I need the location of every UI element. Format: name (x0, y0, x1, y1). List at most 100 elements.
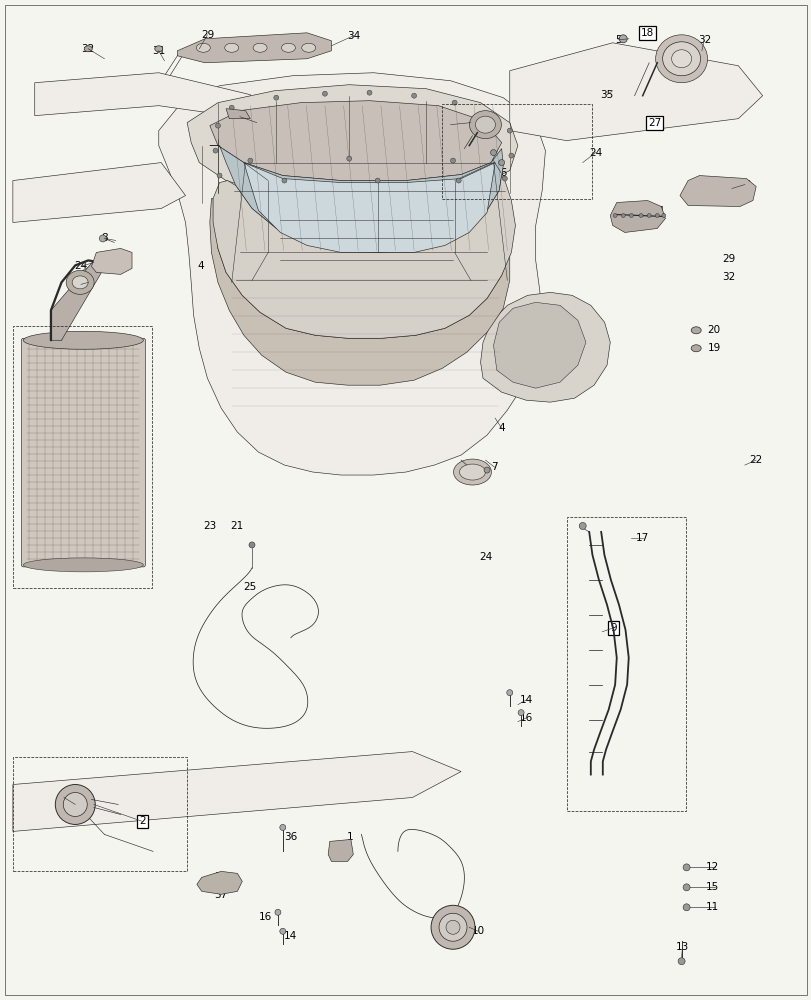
Ellipse shape (196, 43, 210, 52)
Text: 22: 22 (749, 455, 762, 465)
Bar (442, 104, 592, 199)
Text: 11: 11 (705, 902, 719, 912)
Circle shape (483, 467, 490, 473)
Circle shape (247, 158, 252, 163)
Ellipse shape (24, 331, 144, 349)
Text: 36: 36 (284, 832, 297, 842)
Text: 3: 3 (61, 792, 67, 802)
Text: 15: 15 (705, 882, 719, 892)
Circle shape (661, 213, 665, 217)
Circle shape (508, 153, 513, 158)
Text: 17: 17 (635, 533, 649, 543)
Text: 24: 24 (481, 153, 494, 163)
Polygon shape (212, 176, 515, 338)
Circle shape (249, 542, 255, 548)
Text: 30: 30 (624, 206, 637, 216)
Polygon shape (177, 33, 331, 63)
Text: 25: 25 (242, 582, 255, 592)
Text: 31: 31 (152, 46, 165, 56)
Ellipse shape (453, 459, 491, 485)
Ellipse shape (690, 327, 701, 334)
Text: 24: 24 (478, 552, 491, 562)
Text: 35: 35 (599, 90, 613, 100)
Text: 29: 29 (200, 30, 214, 40)
Text: 34: 34 (346, 31, 359, 41)
Ellipse shape (469, 111, 501, 139)
Circle shape (367, 90, 371, 95)
Text: 8: 8 (101, 233, 108, 243)
Circle shape (346, 156, 351, 161)
Text: 10: 10 (471, 926, 484, 936)
Polygon shape (187, 85, 517, 199)
Text: 26: 26 (494, 168, 507, 178)
Text: 16: 16 (520, 713, 533, 723)
Circle shape (281, 178, 286, 183)
Circle shape (502, 176, 507, 181)
Circle shape (506, 690, 512, 696)
Polygon shape (13, 752, 461, 831)
Circle shape (275, 909, 281, 915)
Polygon shape (92, 248, 132, 274)
Circle shape (431, 905, 474, 949)
Bar (13, 326, 152, 588)
Polygon shape (51, 260, 105, 340)
Text: 20: 20 (706, 325, 719, 335)
Text: 1: 1 (346, 832, 353, 842)
Ellipse shape (690, 345, 701, 352)
Circle shape (507, 128, 512, 133)
Text: 24: 24 (588, 148, 602, 158)
Circle shape (490, 150, 496, 156)
Text: 32: 32 (82, 44, 95, 54)
Text: 32: 32 (697, 35, 710, 45)
FancyBboxPatch shape (21, 338, 145, 567)
Ellipse shape (654, 35, 706, 83)
Text: 30: 30 (250, 118, 263, 128)
Circle shape (498, 160, 504, 166)
Circle shape (212, 148, 217, 153)
Polygon shape (13, 163, 185, 222)
Polygon shape (679, 176, 755, 207)
Circle shape (322, 91, 327, 96)
Text: 4: 4 (498, 423, 504, 433)
Circle shape (280, 824, 285, 830)
Text: 21: 21 (230, 521, 243, 531)
Circle shape (229, 105, 234, 110)
Circle shape (375, 178, 380, 183)
Circle shape (682, 884, 689, 891)
Circle shape (619, 35, 626, 43)
Circle shape (456, 178, 461, 183)
Text: 14: 14 (284, 931, 297, 941)
Circle shape (215, 123, 220, 128)
Circle shape (445, 920, 460, 934)
Circle shape (620, 213, 624, 217)
Ellipse shape (671, 50, 691, 68)
Ellipse shape (66, 270, 94, 294)
Polygon shape (610, 201, 664, 232)
Circle shape (517, 710, 523, 716)
Polygon shape (209, 146, 503, 252)
Text: 23: 23 (203, 521, 217, 531)
Ellipse shape (24, 558, 144, 572)
Ellipse shape (84, 46, 92, 52)
Text: 33: 33 (274, 138, 287, 148)
Text: 7: 7 (491, 462, 497, 472)
Text: 12: 12 (705, 862, 719, 872)
Polygon shape (225, 109, 250, 119)
Text: 19: 19 (706, 343, 720, 353)
Circle shape (682, 864, 689, 871)
Text: 4: 4 (197, 261, 204, 271)
Text: 14: 14 (520, 695, 533, 705)
Circle shape (273, 95, 278, 100)
Polygon shape (493, 302, 586, 388)
Polygon shape (328, 839, 353, 861)
Polygon shape (243, 163, 495, 252)
Circle shape (612, 213, 616, 217)
Ellipse shape (662, 42, 700, 76)
Polygon shape (159, 73, 545, 475)
Ellipse shape (155, 46, 162, 52)
Text: 29: 29 (721, 254, 734, 264)
Text: 37: 37 (213, 890, 227, 900)
Circle shape (486, 113, 491, 118)
Ellipse shape (225, 43, 238, 52)
Polygon shape (509, 43, 762, 141)
